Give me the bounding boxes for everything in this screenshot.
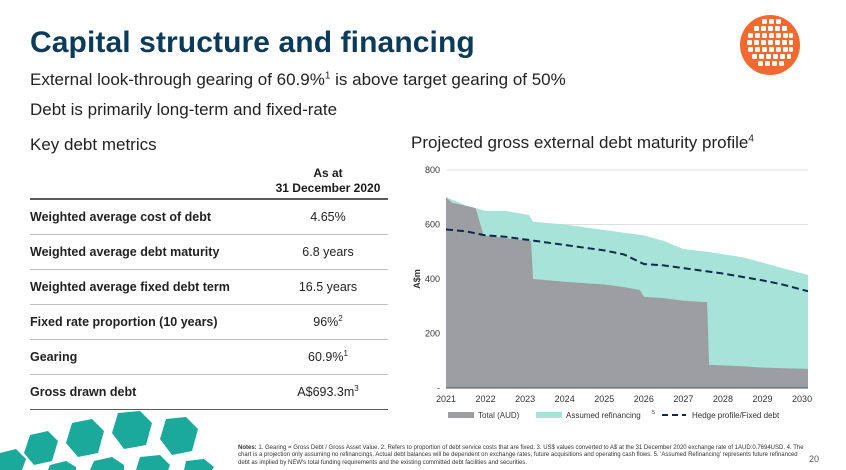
- key-debt-metrics-heading: Key debt metrics: [30, 135, 157, 154]
- subtitle-gearing: External look-through gearing of 60.9%1 …: [30, 70, 566, 90]
- metric-label: Weighted average debt maturity: [30, 245, 220, 259]
- metric-value-text: 96%: [313, 315, 339, 330]
- decorative-pattern: [0, 411, 214, 470]
- metric-footnote: 2: [338, 314, 343, 324]
- subtitle-gearing-sup: 1: [324, 70, 331, 82]
- legend-label-refinancing-sup: 5: [652, 410, 655, 416]
- x-tick-label: 2021: [436, 394, 456, 404]
- metric-value: A$693.3m3: [268, 384, 388, 399]
- metric-footnote: 3: [354, 384, 359, 394]
- debt-maturity-chart: - 200 400 600 800 A$m 2021 2022 2023 2024 2025 2026…: [412, 165, 812, 420]
- y-axis-label: A$m: [412, 269, 422, 289]
- y-tick-label: 400: [425, 274, 440, 284]
- table-row: Gross drawn debt A$693.3m3: [30, 375, 388, 410]
- x-tick-label: 2027: [673, 394, 693, 404]
- chart-title-sup: 4: [748, 133, 754, 145]
- metric-value-text: A$693.3m: [297, 385, 355, 400]
- chart-areas: [446, 197, 808, 388]
- metric-value-text: 4.65%: [310, 210, 346, 224]
- as-at-line1: As at: [313, 166, 343, 180]
- x-tick-label: 2025: [594, 394, 614, 404]
- legend-label-refinancing: Assumed refinancing: [566, 411, 641, 420]
- table-row: Weighted average fixed debt term 16.5 ye…: [30, 270, 388, 305]
- page-number: 20: [809, 454, 820, 464]
- table-header: As at 31 December 2020: [30, 158, 388, 200]
- key-debt-metrics-table: As at 31 December 2020 Weighted average c…: [30, 158, 388, 410]
- footnotes: Notes: 1. Gearing = Gross Debt / Gross A…: [238, 445, 808, 467]
- metric-label: Weighted average cost of debt: [30, 210, 212, 224]
- metric-value-text: 6.8 years: [302, 245, 354, 259]
- metric-value-text: 16.5 years: [298, 280, 358, 294]
- legend-swatch-refinancing: [536, 412, 562, 418]
- metric-value-text: 60.9%: [308, 350, 344, 365]
- table-row: Gearing 60.9%1: [30, 340, 388, 375]
- x-tick-label: 2030: [792, 394, 812, 404]
- metric-label: Gearing: [30, 350, 78, 364]
- x-tick-label: 2028: [713, 394, 733, 404]
- legend-label-hedge: Hedge profile/Fixed debt: [692, 411, 780, 420]
- total-aud-area: [446, 197, 808, 388]
- as-at-line2: 31 December 2020: [275, 181, 381, 195]
- table-row: Weighted average debt maturity 6.8 years: [30, 235, 388, 270]
- subtitle-gearing-rest: is above target gearing of 50%: [330, 70, 566, 89]
- metric-label: Gross drawn debt: [30, 385, 137, 399]
- hedge-profile-line: [445, 228, 809, 293]
- company-logo-icon: [740, 15, 800, 75]
- x-tick-label: 2026: [634, 394, 654, 404]
- chart-lines: [445, 228, 809, 293]
- metric-label: Fixed rate proportion (10 years): [30, 315, 218, 329]
- x-tick-label: 2024: [555, 394, 575, 404]
- metric-value: 6.8 years: [268, 245, 388, 259]
- chart-title: Projected gross external debt maturity p…: [411, 133, 754, 153]
- table-row: Weighted average cost of debt 4.65%: [30, 200, 388, 235]
- notes-text: 1. Gearing = Gross Debt / Gross Asset Va…: [238, 445, 804, 466]
- notes-label: Notes:: [238, 445, 257, 451]
- metric-value: 4.65%: [268, 210, 388, 224]
- legend-label-total: Total (AUD): [478, 411, 520, 420]
- metric-value: 96%2: [268, 314, 388, 329]
- as-at-header: As at 31 December 2020: [268, 166, 388, 196]
- subtitle-gearing-text: External look-through gearing of 60.9%: [30, 70, 325, 89]
- metric-value: 16.5 years: [268, 280, 388, 294]
- y-tick-label: -: [437, 383, 440, 393]
- metric-value: 60.9%1: [268, 349, 388, 364]
- y-tick-label: 200: [425, 329, 440, 339]
- metric-footnote: 1: [343, 349, 348, 359]
- chart-axes: - 200 400 600 800 A$m 2021 2022 2023 2024 2025 2026…: [412, 165, 812, 404]
- table-row: Fixed rate proportion (10 years) 96%2: [30, 305, 388, 340]
- chart-title-text: Projected gross external debt maturity p…: [411, 133, 749, 152]
- x-tick-label: 2022: [476, 394, 496, 404]
- legend-swatch-total: [448, 412, 474, 418]
- y-tick-label: 800: [425, 165, 440, 175]
- x-tick-label: 2023: [515, 394, 535, 404]
- subtitle-debt: Debt is primarily long-term and fixed-ra…: [30, 100, 338, 119]
- x-tick-label: 2029: [752, 394, 772, 404]
- page-title: Capital structure and financing: [30, 26, 475, 59]
- y-tick-label: 600: [425, 220, 440, 230]
- metric-label: Weighted average fixed debt term: [30, 280, 230, 294]
- chart-legend: Total (AUD) Assumed refinancing 5 Hedge pro…: [448, 410, 780, 420]
